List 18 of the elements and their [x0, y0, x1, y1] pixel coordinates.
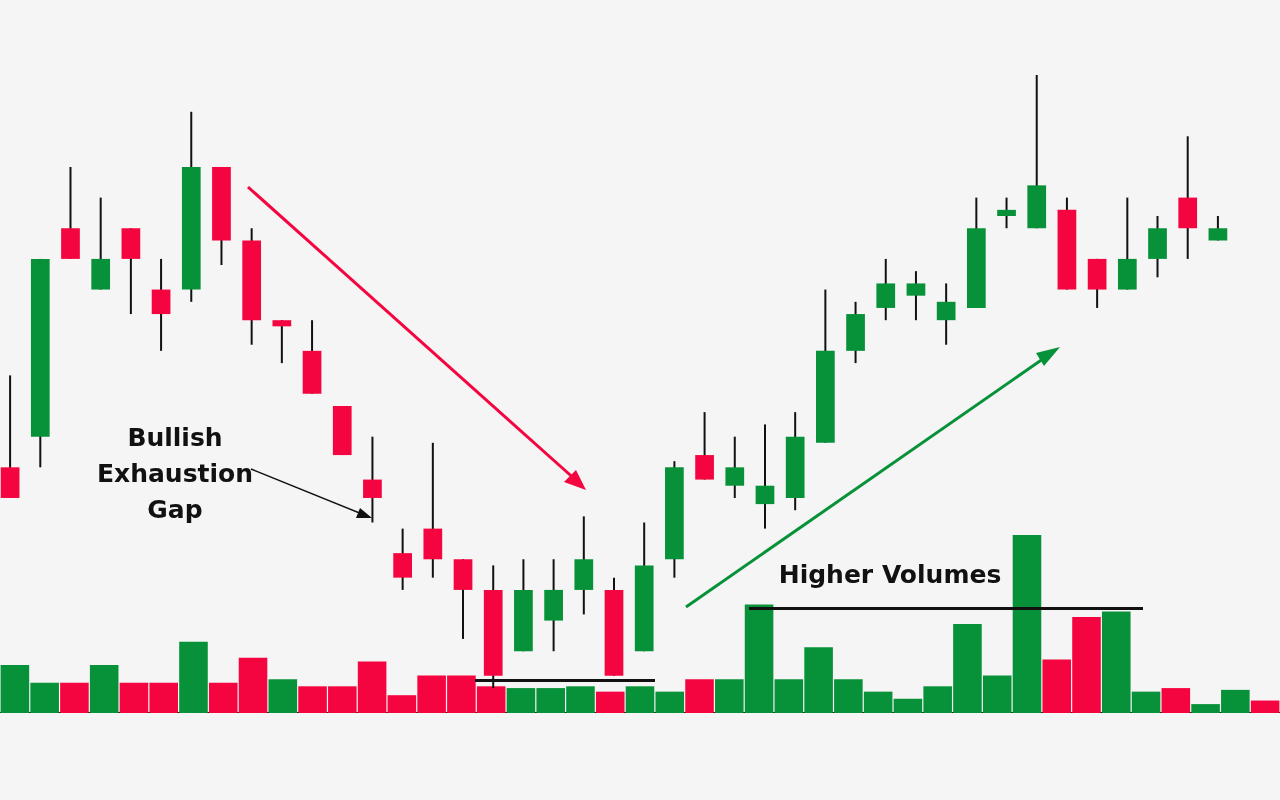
candlestick [272, 319, 292, 365]
bar [1250, 700, 1280, 713]
bar [1161, 688, 1191, 713]
candlestick [906, 270, 926, 322]
bar [595, 691, 625, 713]
bar [60, 682, 89, 713]
bar [1012, 535, 1042, 713]
bar [89, 664, 119, 713]
candlestick [755, 423, 775, 530]
candlestick [1208, 214, 1228, 242]
candlestick [997, 196, 1016, 230]
candlestick [936, 282, 956, 346]
annotation: Bullish Exhaustion Gap [95, 422, 254, 526]
bar [685, 679, 714, 713]
annotation: Higher Volumes [777, 559, 1003, 591]
bar [179, 641, 208, 713]
candlestick [725, 435, 745, 499]
bar [268, 679, 298, 713]
